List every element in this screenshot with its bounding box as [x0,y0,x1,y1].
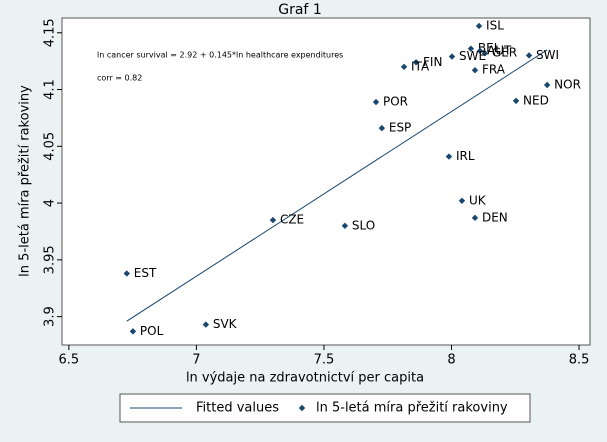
point [448,53,456,60]
point-label: SWI [536,48,559,62]
point-label: CZE [280,213,304,227]
y-tick-label: 4.1 [43,79,58,100]
point-label: AUT [487,43,512,57]
y-axis-label: ln 5-letá míra přežití rakoviny [18,85,33,277]
point [467,45,475,52]
point [400,63,408,71]
point-label: NED [523,93,549,107]
point [543,81,551,89]
point-label: ISL [486,18,504,32]
point-label: NOR [554,77,581,91]
point [412,59,420,66]
point-label: IRL [456,149,475,163]
point [269,216,277,224]
point-label: DEN [482,210,508,224]
point [525,52,533,59]
point [378,124,386,132]
point [202,321,210,328]
x-tick-label: 8 [447,353,455,368]
point [475,22,483,30]
point-label: SWE [459,49,486,63]
y-tick-label: 3.95 [43,245,58,274]
x-tick-label: 6.5 [59,353,80,368]
point-label: SVK [213,317,238,331]
y-tick-label: 4.05 [43,132,58,161]
x-tick-label: 8.5 [569,353,590,368]
point-label: ESP [389,121,411,135]
y-tick-label: 3.9 [43,306,58,327]
point-label: UK [469,193,487,207]
point-label: FIN [423,55,442,69]
annotation: ln cancer survival = 2.92 + 0.145*ln hea… [97,51,343,60]
y-tick-label: 4.15 [43,18,58,47]
chart-title: Graf 1 [278,2,321,18]
point [471,67,479,74]
point-label: EST [134,266,157,280]
x-tick-label: 7 [192,353,200,368]
legend [119,393,531,423]
legend-label: ln 5-letá míra přežití rakoviny [316,401,508,416]
fitted-line [126,49,548,322]
point [372,98,380,106]
point-label: POL [140,324,164,338]
point [476,47,484,55]
point [129,328,137,335]
point-label: SLO [352,218,375,232]
point-label: POR [383,95,408,109]
point [458,197,466,205]
annotation: corr = 0.82 [97,74,142,83]
point [341,222,349,229]
y-tick-label: 4 [43,199,58,207]
x-axis-label: ln výdaje na zdravotnictví per capita [186,371,424,386]
point-label: FRA [482,63,506,77]
plot-area [61,17,591,346]
point [123,270,130,277]
point-label: ITA [411,59,430,73]
legend-symbol [298,404,306,412]
point [445,153,453,160]
legend-label: Fitted values [196,401,279,416]
point [481,49,489,57]
point [471,214,479,222]
x-tick-label: 7.5 [314,353,335,368]
point-label: GER [492,46,517,60]
point [512,97,520,105]
